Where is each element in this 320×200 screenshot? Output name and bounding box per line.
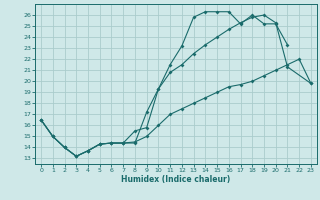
X-axis label: Humidex (Indice chaleur): Humidex (Indice chaleur)	[121, 175, 231, 184]
